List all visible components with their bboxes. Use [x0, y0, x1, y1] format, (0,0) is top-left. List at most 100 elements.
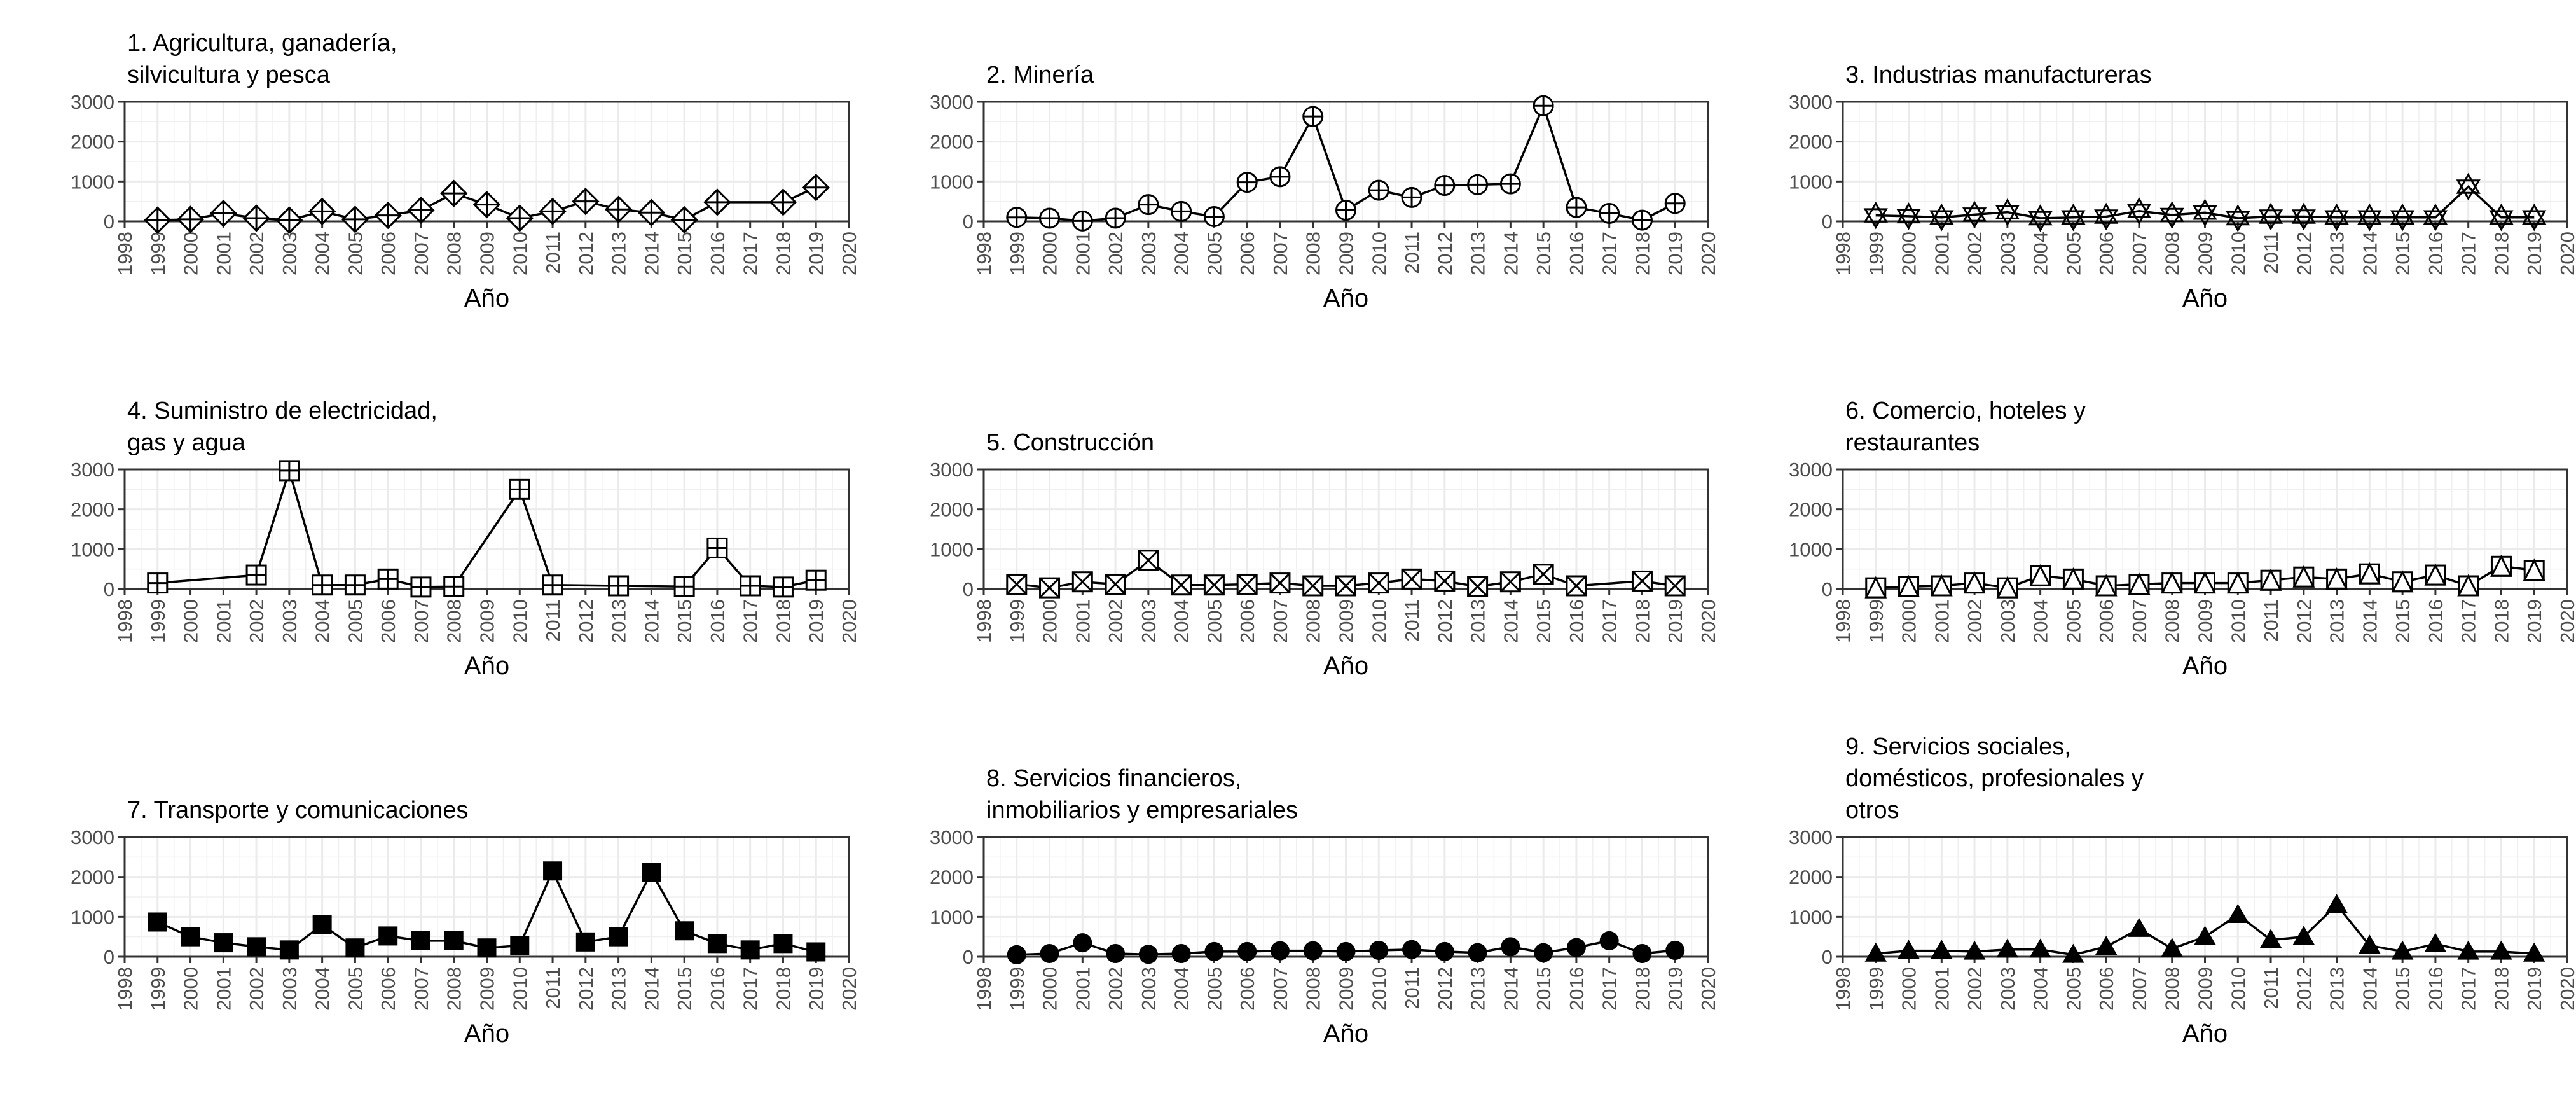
data-point: [1106, 943, 1126, 963]
chart-title-line: gas y agua: [127, 429, 246, 456]
x-tick-label: 1999: [1006, 232, 1028, 275]
data-point: [1269, 572, 1291, 594]
data-point: [1534, 943, 1553, 962]
x-tick-label: 2015: [2392, 967, 2414, 1011]
y-tick-label: 0: [1822, 946, 1833, 968]
x-tick-label: 2012: [2293, 599, 2315, 643]
data-point: [1499, 571, 1521, 593]
x-tick-label: 2004: [1171, 599, 1193, 643]
x-tick-label: 2018: [1631, 599, 1653, 643]
x-tick-label: 2010: [509, 232, 531, 275]
grid-minor: [1843, 837, 2567, 957]
data-point: [1402, 940, 1422, 959]
x-tick-label: 1998: [114, 967, 136, 1011]
data-point: [1962, 200, 1987, 229]
data-point: [2094, 202, 2119, 231]
x-tick-label: 2005: [344, 599, 366, 643]
x-tick-label: 2017: [1599, 232, 1621, 275]
x-tick-label: 2000: [1039, 967, 1061, 1011]
data-point: [2424, 563, 2447, 586]
x-tick-label: 2006: [2095, 967, 2118, 1011]
y-tick-label: 2000: [71, 131, 114, 153]
x-axis-title: Año: [464, 652, 509, 680]
data-point: [2029, 564, 2052, 586]
x-tick-label: 2000: [1039, 599, 1061, 643]
x-tick-label: 2000: [180, 967, 202, 1011]
x-tick-label: 2015: [1533, 232, 1555, 275]
data-point: [1203, 205, 1225, 227]
y-tick-label: 2000: [930, 866, 974, 889]
data-point: [176, 205, 205, 233]
x-tick-label: 2001: [1071, 232, 1094, 275]
y-tick-label: 2000: [1789, 866, 1833, 889]
data-point: [1401, 186, 1422, 208]
data-point: [1040, 943, 1059, 963]
x-tick-label: 2010: [1368, 599, 1390, 643]
x-tick-label: 2012: [1434, 232, 1456, 275]
x-tick-label: 2019: [2523, 967, 2545, 1011]
x-tick-label: 2016: [706, 599, 729, 643]
x-tick-label: 2011: [1401, 232, 1423, 274]
y-tick-label: 2000: [930, 131, 974, 153]
data-point: [444, 931, 464, 950]
x-tick-label: 2013: [2326, 599, 2348, 643]
x-tick-label: 2017: [2458, 967, 2480, 1011]
x-tick-label: 2001: [1931, 967, 1953, 1011]
grid-minor: [1843, 469, 2567, 589]
y-tick-label: 0: [963, 211, 974, 233]
x-tick-label: 2011: [542, 967, 564, 1009]
x-tick-label: 2005: [1203, 599, 1225, 643]
chart-title-line: restaurantes: [1845, 429, 1980, 456]
data-point: [2258, 202, 2283, 231]
x-tick-label: 2019: [2523, 599, 2545, 643]
x-tick-label: 2009: [1335, 232, 1358, 275]
data-point: [1930, 574, 1953, 597]
data-point: [707, 934, 727, 954]
x-tick-label: 2018: [772, 967, 794, 1011]
data-point: [539, 197, 567, 225]
x-tick-label: 2009: [476, 232, 499, 275]
data-point: [740, 940, 760, 960]
x-tick-label: 2000: [1898, 232, 1920, 275]
data-point: [2095, 574, 2118, 597]
y-tick-label: 2000: [930, 499, 974, 521]
data-point: [2128, 917, 2151, 937]
chart-title-line: 7. Transporte y comunicaciones: [127, 797, 469, 824]
data-point: [543, 861, 563, 881]
x-tick-label: 2007: [2128, 232, 2151, 275]
data-point: [312, 915, 332, 934]
x-tick-label: 2013: [608, 599, 630, 643]
data-point: [1533, 564, 1554, 585]
x-tick-label: 2020: [1697, 232, 1719, 275]
x-tick-label: 2010: [509, 599, 531, 643]
x-tick-label: 2015: [1533, 599, 1555, 643]
x-tick-label: 2006: [1236, 967, 1258, 1011]
x-tick-label: 2018: [2490, 599, 2512, 643]
data-point: [2523, 558, 2545, 581]
y-tick-label: 3000: [930, 91, 974, 113]
x-axis-title: Año: [2182, 1020, 2228, 1048]
data-point: [410, 576, 432, 598]
series-line: [1875, 185, 2535, 219]
data-point: [1368, 572, 1389, 594]
x-tick-label: 2000: [1039, 232, 1061, 275]
data-point: [1236, 172, 1258, 193]
chart-panel-1: 1. Agricultura, ganadería, silvicultura y…: [0, 0, 860, 368]
x-tick-label: 1998: [1832, 232, 1854, 275]
x-tick-label: 2013: [1467, 967, 1489, 1011]
x-tick-label: 2006: [2095, 599, 2118, 643]
data-point: [2357, 203, 2382, 232]
x-tick-label: 2001: [212, 599, 235, 643]
data-point: [2457, 940, 2479, 960]
x-tick-label: 2014: [1499, 967, 1522, 1011]
x-tick-label: 2012: [575, 599, 597, 643]
data-point: [703, 188, 731, 216]
x-tick-label: 2004: [312, 232, 334, 275]
x-tick-label: 2009: [476, 967, 499, 1011]
x-tick-label: 2012: [1434, 967, 1456, 1011]
x-tick-label: 2008: [2161, 232, 2184, 275]
data-point: [2490, 554, 2512, 577]
x-tick-label: 2016: [1566, 599, 1588, 643]
chart-svg: 6. Comercio, hoteles y restaurantes 0 1000 2…: [1789, 398, 2576, 680]
x-tick-label: 2006: [1236, 232, 1258, 275]
